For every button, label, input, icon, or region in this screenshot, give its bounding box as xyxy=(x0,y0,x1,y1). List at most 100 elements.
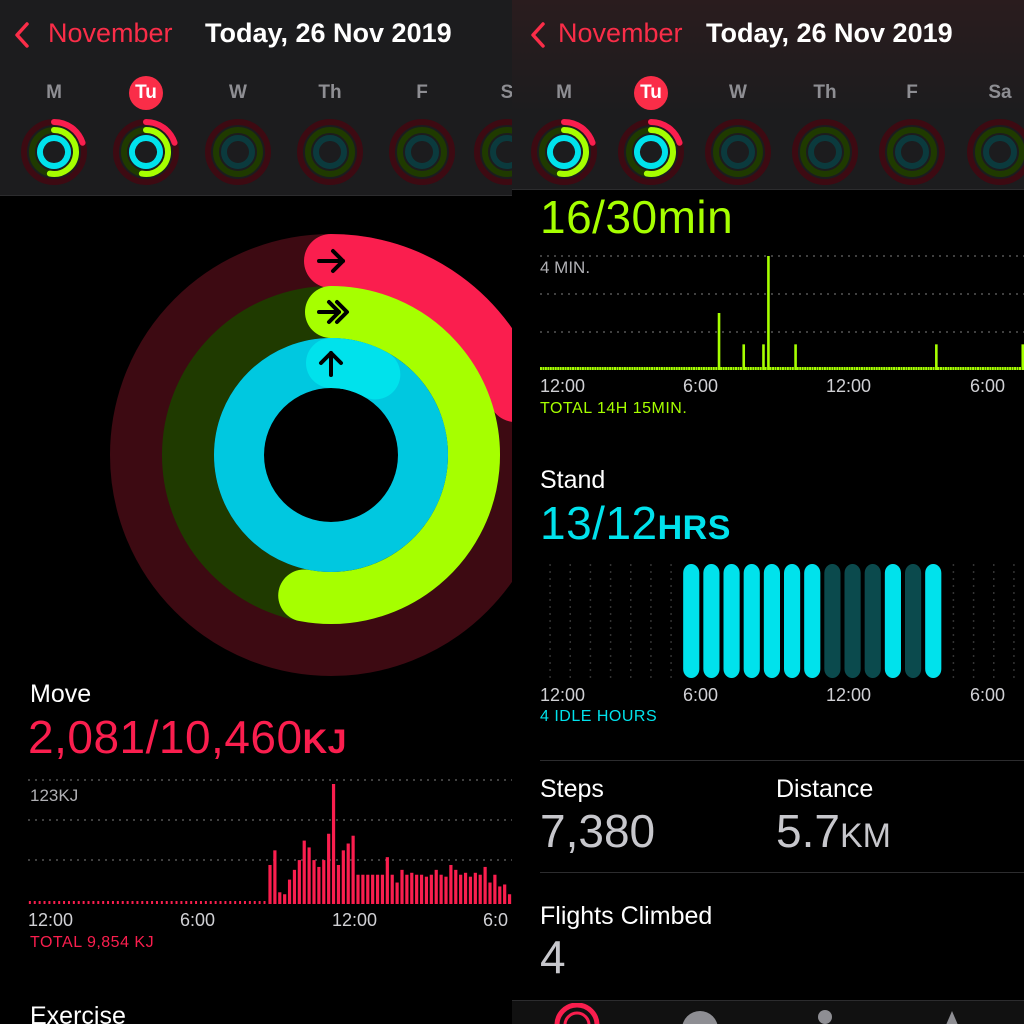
mini-ring-stand xyxy=(37,135,71,169)
day-label-th[interactable]: Th xyxy=(813,82,837,103)
chart-baseline-dot xyxy=(92,901,95,904)
chart-baseline-dot xyxy=(675,367,678,370)
mini-ring-f[interactable] xyxy=(876,116,948,188)
divider xyxy=(540,760,1024,761)
chart-baseline-dot xyxy=(883,367,886,370)
chart-bar xyxy=(449,864,453,904)
mini-ring-tu[interactable] xyxy=(110,116,182,188)
chart-baseline-dot xyxy=(712,367,715,370)
day-label-sa[interactable]: Sa xyxy=(988,82,1012,103)
chart-bar xyxy=(327,833,331,904)
chart-baseline-dot xyxy=(195,901,198,904)
mini-ring-m[interactable] xyxy=(528,116,600,188)
chart-baseline-dot xyxy=(601,367,604,370)
activity-tab-icon[interactable] xyxy=(552,1003,602,1024)
chart-baseline-dot xyxy=(626,367,629,370)
mini-ring-track-exercise xyxy=(213,127,263,177)
chart-baseline-dot xyxy=(964,367,967,370)
mini-ring-f[interactable] xyxy=(386,116,458,188)
back-button-november[interactable]: November xyxy=(558,18,683,48)
chart-baseline-dot xyxy=(747,367,750,370)
day-label-tu[interactable]: Tu xyxy=(106,76,186,110)
chart-baseline-dot xyxy=(180,901,183,904)
chart-baseline-dot xyxy=(648,367,651,370)
back-button-november[interactable]: November xyxy=(48,18,173,48)
chart-baseline-dot xyxy=(944,367,947,370)
day-label-s[interactable]: S xyxy=(500,82,512,103)
chart-baseline-dot xyxy=(611,367,614,370)
stand-hour-bar xyxy=(824,564,841,678)
day-label-th[interactable]: Th xyxy=(318,82,342,103)
stand-hour-bar xyxy=(763,564,780,678)
chart-baseline-dot xyxy=(214,901,217,904)
chart-baseline-dot xyxy=(890,367,893,370)
divider xyxy=(540,872,1024,873)
chart-bar xyxy=(322,860,326,904)
stand-hour-bar xyxy=(844,564,861,678)
day-label-tu[interactable]: Tu xyxy=(611,76,691,110)
move-ring xyxy=(304,234,512,422)
chart-baseline-dot xyxy=(663,367,666,370)
chart-baseline-dot xyxy=(784,367,787,370)
chart-baseline-dot xyxy=(809,367,812,370)
chart-baseline-dot xyxy=(1014,367,1017,370)
back-chevron-icon[interactable] xyxy=(14,22,30,48)
mini-ring-track-exercise xyxy=(975,127,1024,177)
mini-ring-track-stand xyxy=(895,135,929,169)
day-label-m[interactable]: M xyxy=(556,82,572,103)
exercise-total: TOTAL 14H 15MIN. xyxy=(540,400,688,417)
chart-baseline-dot xyxy=(799,367,802,370)
mini-ring-m[interactable] xyxy=(18,116,90,188)
exercise-chart xyxy=(540,255,1024,370)
chart-baseline-dot xyxy=(981,367,984,370)
mini-ring-track-exercise xyxy=(887,127,937,177)
chart-baseline-dot xyxy=(646,367,649,370)
mini-ring-th[interactable] xyxy=(294,116,366,188)
chart-baseline-dot xyxy=(589,367,592,370)
mini-ring-tu[interactable] xyxy=(615,116,687,188)
mini-ring-track-move xyxy=(205,119,271,185)
chart-baseline-dot xyxy=(715,367,718,370)
chart-baseline-dot xyxy=(986,367,989,370)
day-label-m[interactable]: M xyxy=(46,82,62,103)
day-label-f[interactable]: F xyxy=(416,82,428,103)
chart-bar xyxy=(302,840,306,904)
chart-baseline-dot xyxy=(542,367,545,370)
chart-baseline-dot xyxy=(554,367,557,370)
chart-baseline-dot xyxy=(586,367,589,370)
mini-ring-track-move xyxy=(474,119,512,185)
day-label-w[interactable]: W xyxy=(729,82,747,103)
mini-ring-th[interactable] xyxy=(789,116,861,188)
awards-tab-icon[interactable] xyxy=(942,1009,962,1024)
day-label-f[interactable]: F xyxy=(906,82,918,103)
chart-bar xyxy=(444,876,448,904)
back-chevron-icon[interactable] xyxy=(530,22,546,48)
chart-baseline-dot xyxy=(841,367,844,370)
day-label-w[interactable]: W xyxy=(229,82,247,103)
chart-baseline-dot xyxy=(579,367,582,370)
chart-bar xyxy=(278,892,282,904)
sharing-tab-icon[interactable] xyxy=(812,1009,838,1024)
chart-baseline-dot xyxy=(155,901,158,904)
chart-baseline-dot xyxy=(865,367,868,370)
stand-ring-overlap xyxy=(306,338,401,400)
chart-baseline-dot xyxy=(828,367,831,370)
mini-ring-sa[interactable] xyxy=(964,116,1024,188)
chart-baseline-dot xyxy=(910,367,913,370)
stand-ring xyxy=(214,338,448,572)
chart-baseline-dot xyxy=(853,367,856,370)
chart-baseline-dot xyxy=(949,367,952,370)
chart-bar xyxy=(424,876,429,904)
mini-ring-track-move xyxy=(297,119,363,185)
stand-hour-bar xyxy=(905,564,922,678)
mini-ring-w[interactable] xyxy=(202,116,274,188)
chart-baseline-dot xyxy=(121,901,124,904)
chart-bar xyxy=(341,850,345,904)
mini-ring-s[interactable] xyxy=(471,116,512,188)
chart-baseline-dot xyxy=(185,901,188,904)
chart-baseline-dot xyxy=(557,367,560,370)
move-value: 2,081/10,460KJ xyxy=(28,711,348,763)
workouts-tab-icon[interactable] xyxy=(680,1009,720,1024)
chart-bar xyxy=(375,874,380,904)
mini-ring-w[interactable] xyxy=(702,116,774,188)
